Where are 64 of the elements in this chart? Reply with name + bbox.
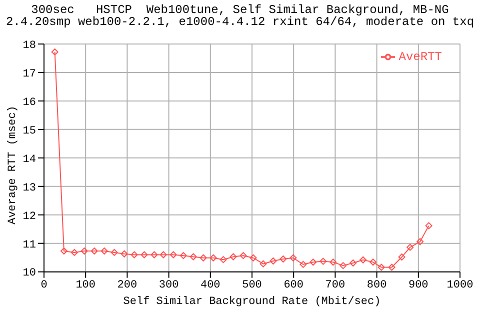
x-tick-label: 0 (40, 280, 48, 292)
x-tick-label: 200 (117, 280, 138, 292)
point (290, 254, 297, 262)
point (350, 260, 357, 266)
x-tick-label: 300 (158, 280, 179, 292)
y-tick-label: 10 (22, 268, 36, 280)
x-tick-label: 700 (325, 280, 346, 292)
point (160, 251, 167, 258)
point (360, 256, 367, 264)
point (200, 254, 207, 262)
point (51, 48, 58, 56)
point (180, 252, 187, 260)
point (100, 248, 108, 255)
y-tick-label: 18 (22, 40, 36, 52)
point (310, 258, 317, 266)
point (370, 258, 377, 266)
x-tick-label: 800 (366, 280, 387, 292)
y-tick-label: 13 (22, 182, 36, 194)
y-tick-label: 11 (22, 239, 36, 252)
x-tick-label: 600 (284, 280, 304, 292)
point (270, 258, 277, 265)
point (130, 251, 138, 258)
point (398, 254, 406, 261)
y-tick-label: 15 (22, 125, 36, 138)
y-axis-title: Average RTT (msec) (6, 106, 19, 224)
legend-label: AveRTT (398, 50, 442, 64)
point (170, 251, 177, 258)
point (140, 251, 148, 258)
point (150, 251, 158, 258)
point (416, 238, 424, 246)
y-tick-label: 12 (22, 210, 36, 223)
x-tick-label: 1000 (446, 280, 474, 292)
point (406, 244, 414, 251)
point (300, 260, 307, 268)
point (280, 256, 287, 263)
x-axis-title: Self Similar Background Rate (Mbit/sec) (123, 296, 381, 308)
point (340, 262, 347, 270)
y-tick-label: 16 (22, 96, 36, 109)
point (320, 258, 327, 265)
point (240, 252, 247, 260)
chart-subtitle: 2.4.20smp web100-2.2.1, e1000-4.4.12 rxint 64/64, moderate on txq (4, 15, 476, 29)
x-tick-label: 500 (242, 280, 262, 292)
x-tick-label: 400 (200, 280, 220, 292)
point (230, 253, 237, 260)
point (60, 248, 68, 255)
point (260, 260, 267, 268)
point (90, 248, 98, 255)
x-tick-label: 900 (408, 280, 428, 292)
point (110, 248, 118, 256)
point (120, 250, 128, 258)
point (80, 248, 88, 255)
x-tick-label: 100 (76, 280, 96, 292)
point (70, 248, 78, 256)
point (378, 264, 385, 271)
y-tick-label: 14 (22, 154, 36, 166)
point (388, 264, 396, 271)
point (425, 222, 432, 230)
chart-title: 300sec HSTCP Web100tune, Self Similar Background, MB-NG (30, 3, 450, 17)
point (210, 254, 217, 262)
point (250, 254, 257, 262)
point (220, 256, 227, 264)
point (190, 253, 197, 260)
point (330, 258, 337, 266)
y-tick-label: 17 (22, 68, 36, 80)
